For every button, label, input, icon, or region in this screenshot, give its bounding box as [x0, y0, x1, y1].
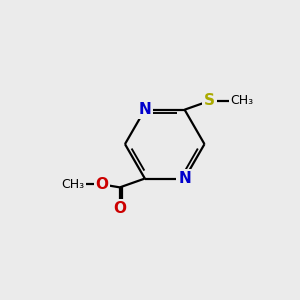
Text: O: O — [113, 201, 126, 216]
Text: O: O — [96, 177, 109, 192]
Text: CH₃: CH₃ — [230, 94, 253, 107]
Text: S: S — [204, 93, 215, 108]
Text: CH₃: CH₃ — [61, 178, 85, 191]
Text: N: N — [139, 102, 151, 117]
Text: N: N — [178, 171, 191, 186]
